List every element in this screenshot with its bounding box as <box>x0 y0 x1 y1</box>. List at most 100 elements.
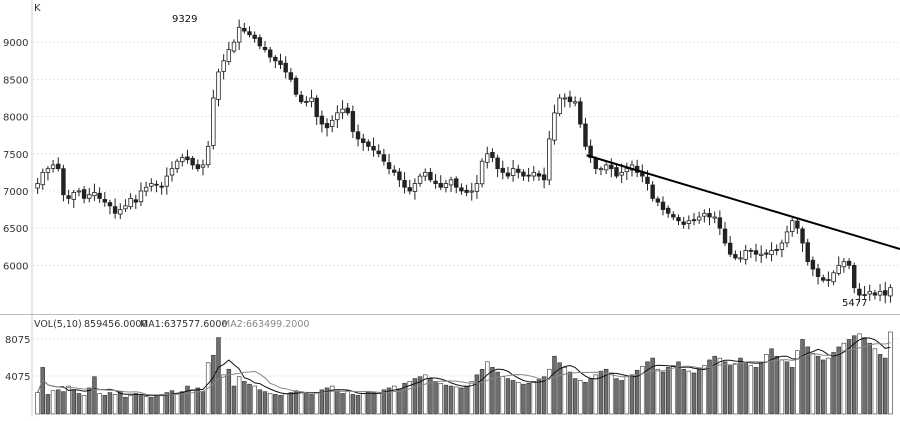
volume-bar <box>267 393 273 415</box>
candle-body <box>790 220 795 232</box>
volume-bar <box>288 392 294 415</box>
candle-body <box>386 162 392 170</box>
candle-body <box>541 174 547 181</box>
volume-bar <box>578 380 583 415</box>
volume-bar <box>329 385 335 415</box>
candle-body <box>35 183 40 189</box>
volume-bar <box>490 367 495 415</box>
price-tick-label: 8000 <box>3 113 28 124</box>
volume-bar <box>665 367 671 415</box>
candle-body <box>624 168 630 173</box>
candle-body <box>867 291 872 295</box>
candle-body <box>743 250 748 260</box>
candle-body <box>681 221 686 225</box>
candle-body <box>423 171 428 177</box>
candle-body <box>846 260 852 266</box>
volume-bar <box>857 333 862 415</box>
candle-body <box>826 279 831 281</box>
volume-bar <box>702 365 707 415</box>
candle-body <box>319 115 325 125</box>
volume-bar <box>727 365 733 415</box>
volume-bar <box>417 376 423 415</box>
volume-bar <box>862 337 867 415</box>
candle-body <box>712 216 717 219</box>
candle-body <box>464 189 469 193</box>
candle-body <box>81 189 87 199</box>
candle-body <box>717 217 723 229</box>
volume-bar <box>391 385 397 415</box>
volume-bar <box>324 387 330 415</box>
volume-bar <box>226 368 232 415</box>
candle-body <box>696 216 702 221</box>
candle-body <box>118 209 123 215</box>
volume-bar <box>676 361 681 415</box>
price-tick-label: 8500 <box>3 75 28 86</box>
candle-body <box>526 174 531 177</box>
candle-body <box>361 138 366 144</box>
candle-body <box>707 213 712 218</box>
candle-body <box>583 123 588 147</box>
volume-bar <box>510 380 516 415</box>
candle-body <box>727 242 733 255</box>
volume-bar <box>443 384 449 415</box>
volume-bar <box>45 394 51 415</box>
volume-bar <box>474 374 480 415</box>
candle-body <box>841 261 847 268</box>
volume-bar <box>164 392 170 415</box>
candle-body <box>283 62 288 73</box>
volume-bar <box>133 393 139 415</box>
candle-body <box>154 183 159 186</box>
candle-body <box>252 34 257 39</box>
candle-body <box>645 176 650 184</box>
volume-bar <box>371 392 376 415</box>
candle-body <box>200 164 206 168</box>
volume-bar <box>298 391 304 415</box>
candle-body <box>257 37 263 47</box>
candle-body <box>598 168 604 171</box>
volume-bar <box>826 357 831 415</box>
candle-body <box>149 183 154 187</box>
volume-bar <box>407 381 412 415</box>
candle-body <box>593 158 599 170</box>
candle-body <box>211 97 216 146</box>
candle-body <box>619 171 624 176</box>
volume-bar <box>159 394 164 415</box>
volume-bar <box>547 368 552 415</box>
volume-bar <box>448 385 454 415</box>
candle-body <box>226 49 232 62</box>
candle-body <box>774 248 779 251</box>
volume-bar <box>624 376 630 415</box>
candle-body <box>459 187 464 192</box>
volume-bar <box>355 395 361 415</box>
candle-body <box>805 242 810 263</box>
volume-bar <box>87 387 92 415</box>
volume-bar <box>691 372 697 415</box>
volume-bar <box>335 391 340 415</box>
volume-bar <box>366 391 371 415</box>
volume-bar <box>815 355 821 415</box>
candle-body <box>883 290 888 296</box>
volume-bar <box>650 357 655 415</box>
candle-body <box>815 268 821 277</box>
volume-bar <box>660 371 666 415</box>
candle-body <box>640 172 645 177</box>
volume-bar <box>438 382 443 415</box>
volume-bar <box>428 378 433 415</box>
volume-bar <box>877 354 883 415</box>
volume-bar <box>61 391 66 415</box>
candle-body <box>510 168 516 176</box>
candle-body <box>376 150 381 155</box>
candle-body <box>143 186 149 192</box>
candle-body <box>567 96 573 103</box>
volume-tick-label: 8075 <box>5 335 30 346</box>
volume-indicator-label: VOL(5,10) <box>34 319 82 330</box>
volume-bar <box>485 361 490 415</box>
candle-body <box>454 178 459 188</box>
candle-body <box>691 219 697 222</box>
volume-bar <box>386 387 392 415</box>
candle-body <box>733 254 738 259</box>
candle-body <box>862 294 867 296</box>
price-tick-label: 6000 <box>3 261 28 272</box>
candle-body <box>676 217 681 222</box>
